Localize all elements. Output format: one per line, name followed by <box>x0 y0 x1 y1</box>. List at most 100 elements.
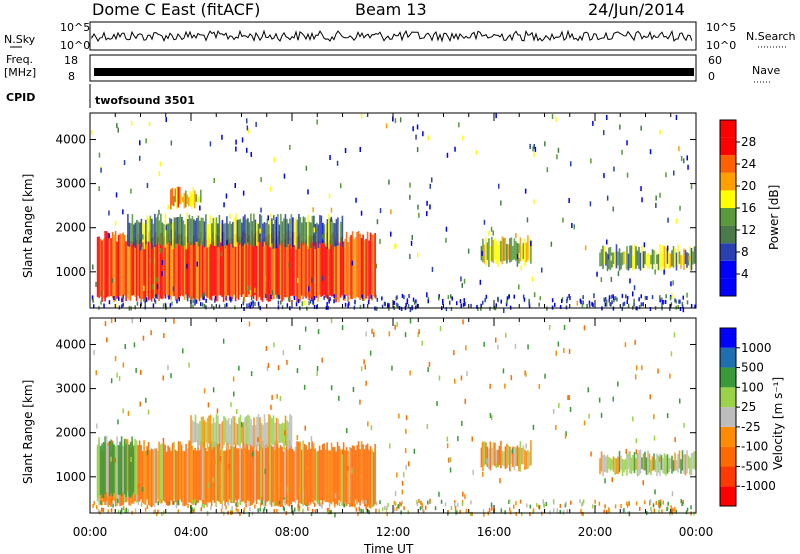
ground-noise-point <box>187 504 189 508</box>
ground-noise-point <box>626 300 628 304</box>
ground-noise-point <box>250 296 253 301</box>
noise-point <box>636 453 639 459</box>
noise-point <box>277 365 280 371</box>
ground-noise-point <box>642 302 644 307</box>
ground-noise-point <box>379 500 381 505</box>
ground-noise-point <box>368 510 370 515</box>
ground-noise-point <box>328 507 330 512</box>
ground-noise-point <box>262 508 265 513</box>
noise-point <box>426 424 429 429</box>
noise-point <box>409 307 412 313</box>
ground-noise-point <box>480 303 482 308</box>
ground-noise-point <box>400 502 402 507</box>
ground-noise-point <box>673 508 675 513</box>
noise-point <box>486 458 488 464</box>
ground-noise-point <box>356 500 358 505</box>
ground-noise-point <box>362 509 364 514</box>
noise-point <box>222 338 225 344</box>
ground-noise-point <box>333 299 335 304</box>
noise-point <box>568 348 571 354</box>
ground-noise-point <box>152 303 155 308</box>
noise-point <box>653 435 656 441</box>
ground-noise-point <box>626 503 629 508</box>
freq-unit-label: [MHz] <box>4 66 36 79</box>
noise-point <box>563 324 566 330</box>
ground-noise-point <box>614 504 617 509</box>
noise-point <box>305 165 308 171</box>
ground-noise-point <box>438 296 440 301</box>
ground-noise-point <box>277 305 280 310</box>
ground-noise-point <box>580 300 582 305</box>
noise-point <box>514 343 517 349</box>
noise-point <box>199 205 201 211</box>
ground-noise-point <box>532 508 535 513</box>
noise-point <box>110 378 113 384</box>
noise-point <box>453 350 455 356</box>
ground-noise-point <box>465 508 468 513</box>
ground-noise-point <box>246 303 248 308</box>
noise-point <box>303 300 305 306</box>
noise-point <box>264 468 266 474</box>
ground-noise-point <box>310 512 313 516</box>
noise-point <box>557 341 560 347</box>
ground-noise-point <box>242 297 245 302</box>
noise-point <box>114 356 117 361</box>
ground-noise-point <box>153 298 156 303</box>
noise-point <box>131 318 133 324</box>
noise-point <box>304 425 306 431</box>
noise-point <box>95 370 97 376</box>
ground-noise-point <box>314 509 317 514</box>
ground-noise-point <box>559 305 562 309</box>
noise-point <box>446 436 449 442</box>
ground-noise-point <box>500 508 503 513</box>
cpid-value: twofsound 3501 <box>95 94 195 107</box>
ground-noise-point <box>278 500 281 505</box>
ground-noise-point <box>538 504 540 509</box>
noise-point <box>329 155 331 160</box>
ground-noise-point <box>508 499 511 504</box>
ground-noise-point <box>277 300 280 305</box>
noise-point <box>669 373 671 379</box>
nave-tick-bottom: 0 <box>708 70 715 83</box>
ground-noise-point <box>620 504 622 508</box>
noise-point <box>158 209 160 215</box>
noise-point <box>111 278 114 284</box>
ground-noise-point <box>328 299 330 304</box>
ground-noise-point <box>249 507 251 512</box>
ground-noise-point <box>459 299 462 304</box>
noise-point <box>214 217 216 223</box>
noise-point <box>282 350 285 356</box>
ground-noise-point <box>569 296 571 300</box>
ground-noise-point <box>366 499 369 504</box>
ground-noise-point <box>407 510 409 515</box>
noise-point <box>286 486 289 492</box>
ground-noise-point <box>605 302 608 307</box>
velocity-features <box>96 413 696 508</box>
noise-point <box>148 121 151 127</box>
noise-point <box>233 391 235 397</box>
ground-noise-point <box>200 302 202 307</box>
ground-noise-point <box>203 504 205 509</box>
noise-point <box>687 164 689 170</box>
noise-point <box>235 139 237 145</box>
noise-point <box>260 207 262 213</box>
ground-noise-point <box>154 509 156 514</box>
ground-noise-point <box>235 502 237 507</box>
noise-point <box>92 264 94 270</box>
ground-noise-point <box>611 300 613 305</box>
noise-point <box>267 362 270 368</box>
ground-noise-point <box>191 507 193 512</box>
noise-point <box>302 491 305 497</box>
noise-point <box>680 155 683 161</box>
noise-point <box>261 496 263 502</box>
ground-noise-point <box>515 501 517 506</box>
noise-point <box>396 322 398 327</box>
noise-point <box>634 339 636 345</box>
noise-point <box>177 500 180 506</box>
noise-point <box>584 245 587 251</box>
ground-noise-point <box>541 511 543 516</box>
noise-point <box>665 172 667 178</box>
ground-noise-point <box>434 506 437 511</box>
ground-noise-point <box>450 506 453 510</box>
